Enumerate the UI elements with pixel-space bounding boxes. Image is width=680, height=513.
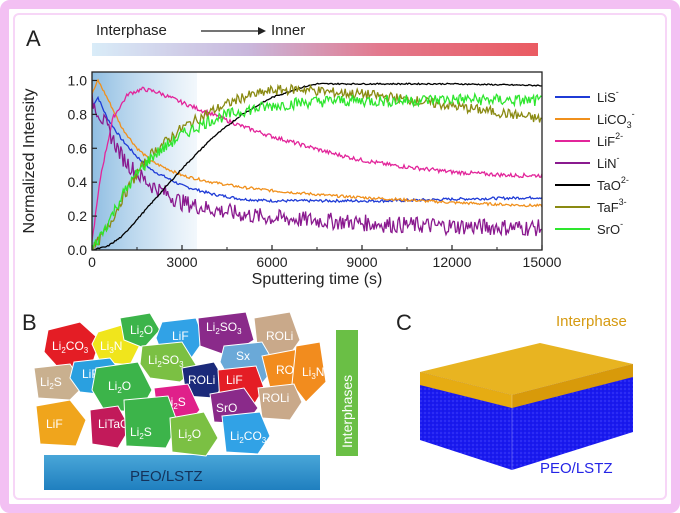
depth-gradient-bar [92, 43, 538, 56]
interphase-top-face [420, 343, 633, 395]
series-line-lif [92, 86, 542, 241]
panel-c-label: C [396, 310, 412, 335]
grain-22 [221, 411, 271, 455]
y-tick-label: 0.6 [68, 140, 88, 156]
chart-area: 0 3000 6000 9000 12000 15000 0.0 0.2 0.4 0.6 0.8 1.… [21, 71, 635, 288]
grain-label-0: Li2CO3 [52, 339, 89, 355]
series-line-lis [92, 95, 542, 204]
grain-label-5: ROLi [266, 329, 293, 343]
grain-label-12: ROLi [188, 373, 215, 387]
grain-label-17: SrO [216, 401, 237, 415]
y-tick-label: 0.0 [68, 242, 88, 258]
interphases-bar [336, 330, 358, 456]
legend-label-lico: LiCO3- [597, 109, 635, 130]
panel-a-label: A [26, 26, 41, 51]
grain-label-13: LiF [226, 373, 243, 387]
legend-label-lis: LiS- [597, 87, 619, 105]
plot-lines [92, 78, 542, 250]
grain-mosaic: Li2CO3 Li3N Li2O LiF Li2SO3 ROLi Li2SO3 Sx ROLi L… [33, 311, 327, 457]
series-line-tao [92, 82, 542, 250]
y-axis-label: Normalized Intensity [21, 89, 38, 234]
panel-c-cube [420, 343, 633, 470]
x-tick-label: 12000 [433, 254, 472, 270]
grain-label-15: ROLi [262, 391, 289, 405]
grain-label-18: LiF [46, 417, 63, 431]
grain-21 [169, 411, 219, 457]
y-tick-label: 0.4 [68, 174, 88, 190]
peo-lstz-label: PEO/LSTZ [540, 460, 613, 477]
series-line-sro [92, 91, 542, 250]
panel-b-illustration: PEO/LSTZ Li2CO3 Li3N Li2O LiF Li2SO3 ROLi Li2S… [33, 311, 358, 490]
interphase-label: Interphase [556, 313, 627, 330]
substrate-label: PEO/LSTZ [130, 468, 203, 485]
interphases-label: Interphases [339, 375, 355, 448]
legend-label-lin: LiN- [597, 153, 620, 171]
y-tick-label: 0.2 [68, 208, 88, 224]
legend-label-lif: LiF2- [597, 131, 623, 149]
grain-label-6: Li2SO3 [148, 353, 184, 369]
x-axis-label: Sputtering time (s) [252, 271, 383, 288]
grain-label-7: Sx [236, 349, 250, 363]
gradient-right-label: Inner [271, 22, 305, 39]
x-tick-label: 6000 [256, 254, 287, 270]
y-tick-label: 0.8 [68, 106, 88, 122]
legend-label-taf: TaF3- [597, 197, 627, 215]
gradient-left-label: Interphase [96, 22, 167, 39]
legend: LiS- LiCO3-LiF2- LiN- TaO2- TaF3- SrO- [555, 87, 635, 237]
grain-15 [257, 383, 303, 421]
grain-label-21: Li2O [178, 427, 201, 443]
grain-label-20: Li2S [130, 425, 152, 441]
legend-label-tao: TaO2- [597, 175, 629, 193]
grain-2 [119, 312, 161, 349]
grain-label-9: Li2S [40, 375, 62, 391]
grain-label-11: Li2O [108, 379, 131, 395]
grain-label-22: Li2CO3 [230, 429, 267, 445]
grain-label-14: Li3N [302, 365, 324, 381]
y-tick-label: 1.0 [68, 72, 88, 88]
grain-label-2: Li2O [130, 323, 153, 339]
grain-19 [89, 405, 131, 449]
series-line-lico [92, 78, 542, 208]
x-tick-label: 3000 [166, 254, 197, 270]
panel-b-label: B [22, 310, 37, 335]
substrate-layer [44, 455, 320, 490]
x-tick-label: 0 [88, 254, 96, 270]
grain-14 [291, 341, 327, 403]
series-line-lin [92, 92, 542, 237]
x-tick-label: 9000 [346, 254, 377, 270]
gradient-arrow [201, 27, 266, 35]
x-tick-label: 15000 [523, 254, 562, 270]
interphase-left-side [420, 372, 512, 408]
grain-label-1: Li3N [100, 339, 122, 355]
grain-label-3: LiF [172, 329, 189, 343]
frame-inner-border [13, 13, 667, 500]
legend-label-sro: SrO- [597, 219, 623, 237]
interphase-right-side [512, 364, 633, 408]
series-line-taf [92, 83, 542, 250]
grain-label-4: Li2SO3 [206, 320, 242, 336]
grain-18 [35, 399, 87, 447]
